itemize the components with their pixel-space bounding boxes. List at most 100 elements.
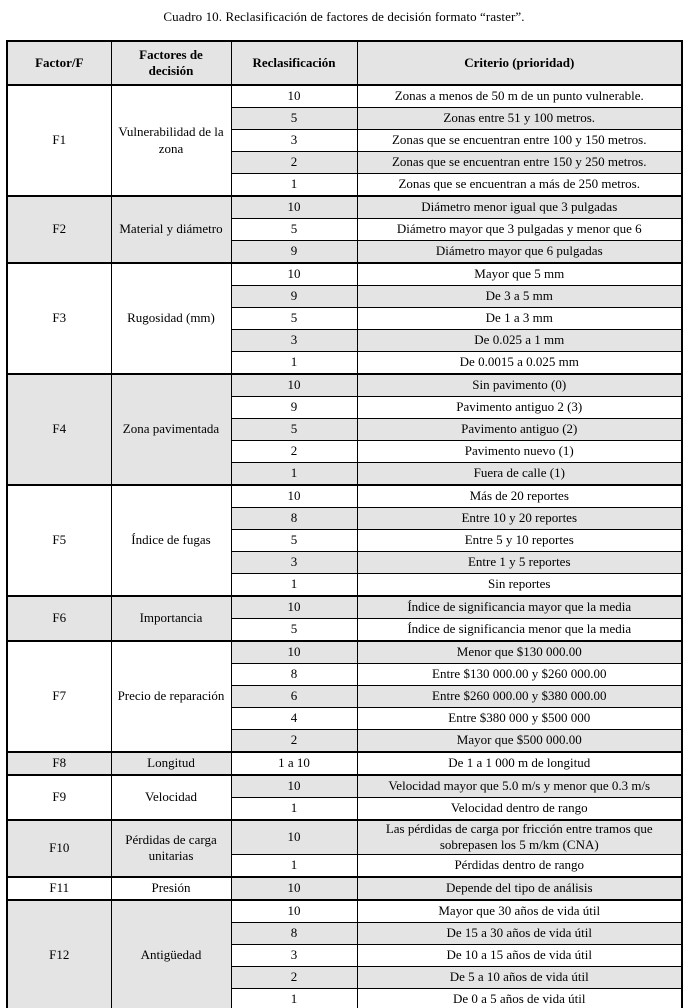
table-row: F9 Velocidad 10 Velocidad mayor que 5.0 m/s… xyxy=(6,774,683,821)
reclassification-cell: 1 xyxy=(230,987,358,1008)
table-row: 1 De 0.0015 a 0.025 mm xyxy=(7,351,683,375)
criterion-cell: Diámetro mayor que 6 pulgadas xyxy=(356,240,683,264)
criterion-cell: De 1 a 3 mm xyxy=(356,307,683,330)
criterion-cell: Mayor que $500 000.00 xyxy=(356,729,683,753)
table-row: 1 Sin reportes xyxy=(7,573,683,597)
table-row: 5 Entre 5 y 10 reportes xyxy=(7,529,683,552)
criterion-cell: De 15 a 30 años de vida útil xyxy=(356,921,683,945)
table-row: 9 De 3 a 5 mm xyxy=(7,285,683,308)
criterion-cell: De 0 a 5 años de vida útil xyxy=(356,987,683,1008)
criterion-cell: Mayor que 30 años de vida útil xyxy=(356,898,683,923)
reclassification-cell: 6 xyxy=(230,685,358,708)
criterion-cell: Zonas que se encuentran entre 100 y 150 … xyxy=(356,129,683,152)
table-row: 9 Pavimento antiguo 2 (3) xyxy=(7,396,683,419)
table-row: 1 Velocidad dentro de rango xyxy=(7,797,683,821)
criterion-cell: Entre 1 y 5 reportes xyxy=(356,551,683,574)
criterion-cell: Entre $380 000 y $500 000 xyxy=(356,707,683,730)
reclassification-cell: 8 xyxy=(230,507,358,530)
criterion-cell: Velocidad mayor que 5.0 m/s y menor que … xyxy=(356,774,683,798)
reclassification-cell: 10 xyxy=(230,819,358,855)
reclassification-cell: 5 xyxy=(230,107,358,130)
reclassification-cell: 8 xyxy=(230,663,358,686)
criterion-cell: Entre $130 000.00 y $260 000.00 xyxy=(356,663,683,686)
criterion-cell: De 0.025 a 1 mm xyxy=(356,329,683,352)
reclassification-cell: 3 xyxy=(230,129,358,152)
criterion-cell: Mayor que 5 mm xyxy=(356,262,683,286)
table-row: 3 Zonas que se encuentran entre 100 y 150… xyxy=(7,129,683,152)
table-caption: Cuadro 10. Reclasificación de factores d… xyxy=(163,9,525,24)
reclassification-cell: 10 xyxy=(230,774,358,798)
criterion-cell: Diámetro mayor que 3 pulgadas y menor qu… xyxy=(356,218,683,241)
table-body: F1 Vulnerabilidad de la zona 10 Zonas a men… xyxy=(6,84,683,1008)
reclassification-cell: 9 xyxy=(230,240,358,264)
criterion-cell: Velocidad dentro de rango xyxy=(356,797,683,821)
reclassification-cell: 2 xyxy=(230,729,358,753)
criterion-cell: De 0.0015 a 0.025 mm xyxy=(356,351,683,375)
reclassification-cell: 3 xyxy=(230,329,358,352)
decision-factor-cell: Velocidad xyxy=(110,774,232,821)
reclassification-cell: 1 xyxy=(230,573,358,597)
factor-cell: F2 xyxy=(6,195,112,264)
criterion-cell: De 5 a 10 años de vida útil xyxy=(356,965,683,989)
criterion-cell: Las pérdidas de carga por fricción entre… xyxy=(356,819,683,855)
table-row: 1 Zonas que se encuentran a más de 250 me… xyxy=(7,173,683,197)
header-row: Factor/F Factores de decisión Reclasific… xyxy=(6,40,683,86)
decision-factor-cell: Índice de fugas xyxy=(110,484,232,597)
reclassification-cell: 5 xyxy=(230,307,358,330)
reclassification-cell: 5 xyxy=(230,218,358,241)
criterion-cell: Pavimento antiguo (2) xyxy=(356,418,683,441)
decision-factor-cell: Material y diámetro xyxy=(110,195,232,264)
reclassification-cell: 10 xyxy=(230,640,358,664)
table-row: 1 Pérdidas dentro de rango xyxy=(7,853,683,877)
reclassification-cell: 10 xyxy=(230,595,358,619)
factor-cell: F1 xyxy=(6,84,112,197)
criterion-cell: Índice de significancia mayor que la med… xyxy=(356,595,683,619)
reclassification-cell: 3 xyxy=(230,551,358,574)
reclassification-cell: 1 xyxy=(230,351,358,375)
table-row: 2 Zonas que se encuentran entre 150 y 250… xyxy=(7,151,683,174)
header-decision-factors: Factores de decisión xyxy=(110,40,232,86)
table-row: 5 Pavimento antiguo (2) xyxy=(7,418,683,441)
table-row: F4 Zona pavimentada 10 Sin pavimento (0) xyxy=(6,373,683,486)
header-criterion: Criterio (prioridad) xyxy=(356,40,683,86)
criterion-cell: Sin reportes xyxy=(356,573,683,597)
reclassification-cell: 2 xyxy=(230,965,358,989)
table-row: 5 Zonas entre 51 y 100 metros. xyxy=(7,107,683,130)
reclassification-table: Factor/F Factores de decisión Reclasific… xyxy=(6,40,683,1008)
decision-factor-cell: Longitud xyxy=(110,751,232,776)
criterion-cell: Diámetro menor igual que 3 pulgadas xyxy=(356,195,683,219)
table-row: F1 Vulnerabilidad de la zona 10 Zonas a men… xyxy=(6,84,683,197)
criterion-cell: Entre 10 y 20 reportes xyxy=(356,507,683,530)
criterion-cell: Pérdidas dentro de rango xyxy=(356,853,683,877)
criterion-cell: De 10 a 15 años de vida útil xyxy=(356,943,683,967)
table-row: 1 De 0 a 5 años de vida útil xyxy=(7,987,683,1008)
table-row: F11 Presión 10 Depende del tipo de análisis xyxy=(6,875,683,900)
criterion-cell: De 1 a 1 000 m de longitud xyxy=(356,751,683,776)
criterion-cell: Zonas entre 51 y 100 metros. xyxy=(356,107,683,130)
reclassification-cell: 1 xyxy=(230,797,358,821)
criterion-cell: Fuera de calle (1) xyxy=(356,462,683,486)
table-header: Factor/F Factores de decisión Reclasific… xyxy=(6,40,683,86)
decision-factor-cell: Precio de reparación xyxy=(110,640,232,753)
table-row: 3 Entre 1 y 5 reportes xyxy=(7,551,683,574)
table-row: F5 Índice de fugas 10 Más de 20 reportes xyxy=(6,484,683,597)
table-row: 5 Índice de significancia menor que la me… xyxy=(7,618,683,642)
reclassification-cell: 5 xyxy=(230,529,358,552)
reclassification-cell: 5 xyxy=(230,418,358,441)
table-row: 5 Diámetro mayor que 3 pulgadas y menor q… xyxy=(7,218,683,241)
table-row: 3 De 0.025 a 1 mm xyxy=(7,329,683,352)
decision-factor-cell: Zona pavimentada xyxy=(110,373,232,486)
table-row: 2 De 5 a 10 años de vida útil xyxy=(7,965,683,989)
factor-cell: F5 xyxy=(6,484,112,597)
table-row: 3 De 10 a 15 años de vida útil xyxy=(7,943,683,967)
factor-cell: F4 xyxy=(6,373,112,486)
reclassification-cell: 3 xyxy=(230,943,358,967)
reclassification-cell: 5 xyxy=(230,618,358,642)
table-row: F6 Importancia 10 Índice de significancia m… xyxy=(6,595,683,642)
factor-cell: F3 xyxy=(6,262,112,375)
factor-cell: F7 xyxy=(6,640,112,753)
table-row: F3 Rugosidad (mm) 10 Mayor que 5 mm xyxy=(6,262,683,375)
header-reclassification: Reclasificación xyxy=(230,40,358,86)
reclassification-cell: 1 xyxy=(230,173,358,197)
